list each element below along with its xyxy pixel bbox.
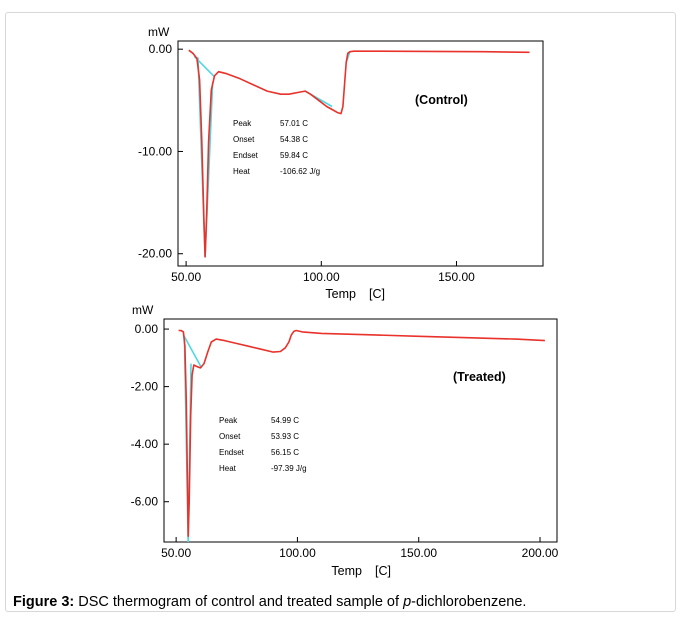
x-tick-label: 50.00 xyxy=(171,270,201,284)
result-label: Onset xyxy=(219,432,241,441)
result-label: Heat xyxy=(219,464,237,473)
caption-label: Figure 3: xyxy=(13,594,75,610)
treated-chart: mW 0.00 -2.00 -4.00 -6.00 50.00 100.00 150.00 20… xyxy=(131,303,559,578)
x-axis-unit: [C] xyxy=(375,564,391,578)
result-label: Peak xyxy=(233,119,252,128)
x-tick-label: 150.00 xyxy=(438,270,475,284)
y-tick-label: 0.00 xyxy=(149,42,173,56)
y-tick-label: -20.00 xyxy=(138,247,172,261)
result-label: Onset xyxy=(233,135,255,144)
baseline-line xyxy=(182,334,203,369)
figure-frame xyxy=(5,12,676,612)
result-value: 56.15 C xyxy=(271,448,299,457)
y-axis-label: mW xyxy=(132,303,154,317)
sample-annotation: (Treated) xyxy=(453,370,506,384)
result-value: 57.01 C xyxy=(280,119,308,128)
result-value: -106.62 J/g xyxy=(280,167,320,176)
x-tick-label: 100.00 xyxy=(279,546,316,560)
y-axis-label: mW xyxy=(148,25,170,39)
plot-area xyxy=(177,40,544,267)
dsc-curve xyxy=(178,329,545,538)
y-tick-label: 0.00 xyxy=(135,322,159,336)
result-label: Peak xyxy=(219,416,238,425)
x-axis-label: Temp xyxy=(331,564,362,578)
caption-text-before: DSC thermogram of control and treated sa… xyxy=(74,594,404,610)
result-value: 53.93 C xyxy=(271,432,299,441)
x-axis-unit: [C] xyxy=(369,287,385,301)
y-tick-label: -2.00 xyxy=(131,380,159,394)
y-tick-label: -6.00 xyxy=(131,495,159,509)
caption-italic: p xyxy=(403,594,412,610)
result-value: 54.99 C xyxy=(271,416,299,425)
x-tick-label: 150.00 xyxy=(400,546,437,560)
result-label: Heat xyxy=(233,167,251,176)
result-label: Endset xyxy=(219,448,245,457)
x-tick-label: 50.00 xyxy=(161,546,191,560)
sample-annotation: (Control) xyxy=(415,93,468,107)
dsc-curve xyxy=(188,49,530,258)
control-chart: mW 0.00 -10.00 -20.00 50.00 100.00 150.00 Temp [… xyxy=(138,25,544,301)
y-tick-label: -10.00 xyxy=(138,144,172,158)
x-tick-label: 100.00 xyxy=(303,270,340,284)
figure-caption: Figure 3: DSC thermogram of control and … xyxy=(13,594,526,610)
caption-text-after: -dichlorobenzene. xyxy=(411,594,527,610)
result-value: -97.39 J/g xyxy=(271,464,307,473)
x-axis-label: Temp xyxy=(325,287,356,301)
plot-area xyxy=(163,318,558,543)
result-value: 59.84 C xyxy=(280,151,308,160)
x-tick-label: 200.00 xyxy=(522,546,559,560)
y-tick-label: -4.00 xyxy=(131,437,159,451)
result-value: 54.38 C xyxy=(280,135,308,144)
result-label: Endset xyxy=(233,151,259,160)
